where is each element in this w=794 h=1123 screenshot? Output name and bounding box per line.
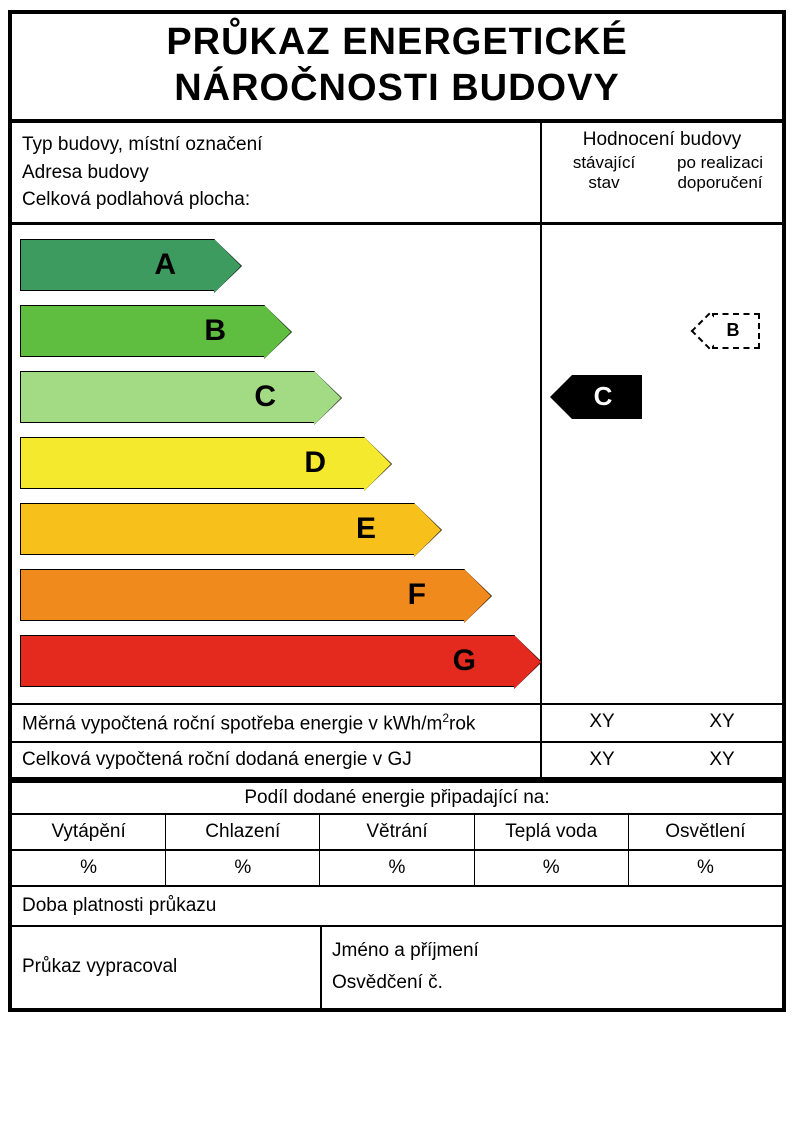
bar-label: C [20, 371, 315, 423]
metric-values: XYXY [542, 705, 782, 741]
energy-bar-e: E [20, 499, 532, 559]
metric-value: XY [662, 705, 782, 741]
certificate-container: PRŮKAZ ENERGETICKÉ NÁROČNOSTI BUDOVY Typ… [8, 10, 786, 1012]
bar-label: G [20, 635, 515, 687]
energy-bar-b: B [20, 301, 532, 361]
share-value: % [475, 851, 629, 885]
energy-bar-d: D [20, 433, 532, 493]
share-value: % [166, 851, 320, 885]
energy-share-section: Podíl dodané energie připadající na: Vyt… [12, 781, 782, 887]
metric-value: XY [542, 743, 662, 777]
author-details: Jméno a příjmení Osvědčení č. [322, 927, 782, 1008]
validity-row: Doba platnosti průkazu [12, 887, 782, 927]
share-headers: VytápěníChlazeníVětráníTeplá vodaOsvětle… [12, 813, 782, 851]
bar-label: A [20, 239, 215, 291]
metric-label: Měrná vypočtená roční spotřeba energie v… [12, 705, 542, 741]
bar-label: D [20, 437, 365, 489]
rating-indicators: CB [542, 225, 782, 703]
share-title: Podíl dodané energie připadající na: [12, 783, 782, 813]
metric-value: XY [542, 705, 662, 741]
bar-label: F [20, 569, 465, 621]
metric-label: Celková vypočtená roční dodaná energie v… [12, 743, 542, 777]
title-line-2: NÁROČNOSTI BUDOVY [16, 66, 778, 112]
share-header: Osvětlení [629, 815, 782, 849]
author-row: Průkaz vypracoval Jméno a příjmení Osvěd… [12, 927, 782, 1008]
bar-label: E [20, 503, 415, 555]
share-value: % [320, 851, 474, 885]
recommended-rating-indicator: B [712, 313, 760, 349]
metric-row: Celková vypočtená roční dodaná energie v… [12, 743, 782, 781]
title-line-1: PRŮKAZ ENERGETICKÉ [16, 20, 778, 66]
info-section: Typ budovy, místní označení Adresa budov… [12, 123, 782, 225]
prepared-by-label: Průkaz vypracoval [12, 927, 322, 1008]
energy-chart: ABCDEFG CB [12, 225, 782, 705]
metric-value: XY [662, 743, 782, 777]
current-state-header: stávající stav [546, 153, 662, 192]
current-rating-indicator: C [572, 375, 642, 419]
share-header: Teplá voda [475, 815, 629, 849]
share-value: % [12, 851, 166, 885]
metrics-section: Měrná vypočtená roční spotřeba energie v… [12, 705, 782, 781]
energy-bar-g: G [20, 631, 532, 691]
floor-area-label: Celková podlahová plocha: [22, 186, 530, 214]
recommended-state-header: po realizaci doporučení [662, 153, 778, 192]
energy-bar-f: F [20, 565, 532, 625]
rating-title: Hodnocení budovy [546, 129, 778, 151]
certificate-title: PRŮKAZ ENERGETICKÉ NÁROČNOSTI BUDOVY [12, 14, 782, 123]
energy-bar-a: A [20, 235, 532, 295]
building-address-label: Adresa budovy [22, 159, 530, 187]
metric-values: XYXY [542, 743, 782, 777]
share-header: Větrání [320, 815, 474, 849]
share-value: % [629, 851, 782, 885]
energy-bars: ABCDEFG [12, 225, 542, 703]
metric-row: Měrná vypočtená roční spotřeba energie v… [12, 705, 782, 743]
building-info: Typ budovy, místní označení Adresa budov… [12, 123, 542, 222]
share-header: Vytápění [12, 815, 166, 849]
certificate-number-label: Osvědčení č. [332, 967, 772, 999]
share-values: %%%%% [12, 851, 782, 887]
validity-label: Doba platnosti průkazu [12, 887, 782, 925]
bar-label: B [20, 305, 265, 357]
rating-header: Hodnocení budovy stávající stav po reali… [542, 123, 782, 222]
author-name-label: Jméno a příjmení [332, 935, 772, 967]
building-type-label: Typ budovy, místní označení [22, 131, 530, 159]
energy-bar-c: C [20, 367, 532, 427]
share-header: Chlazení [166, 815, 320, 849]
